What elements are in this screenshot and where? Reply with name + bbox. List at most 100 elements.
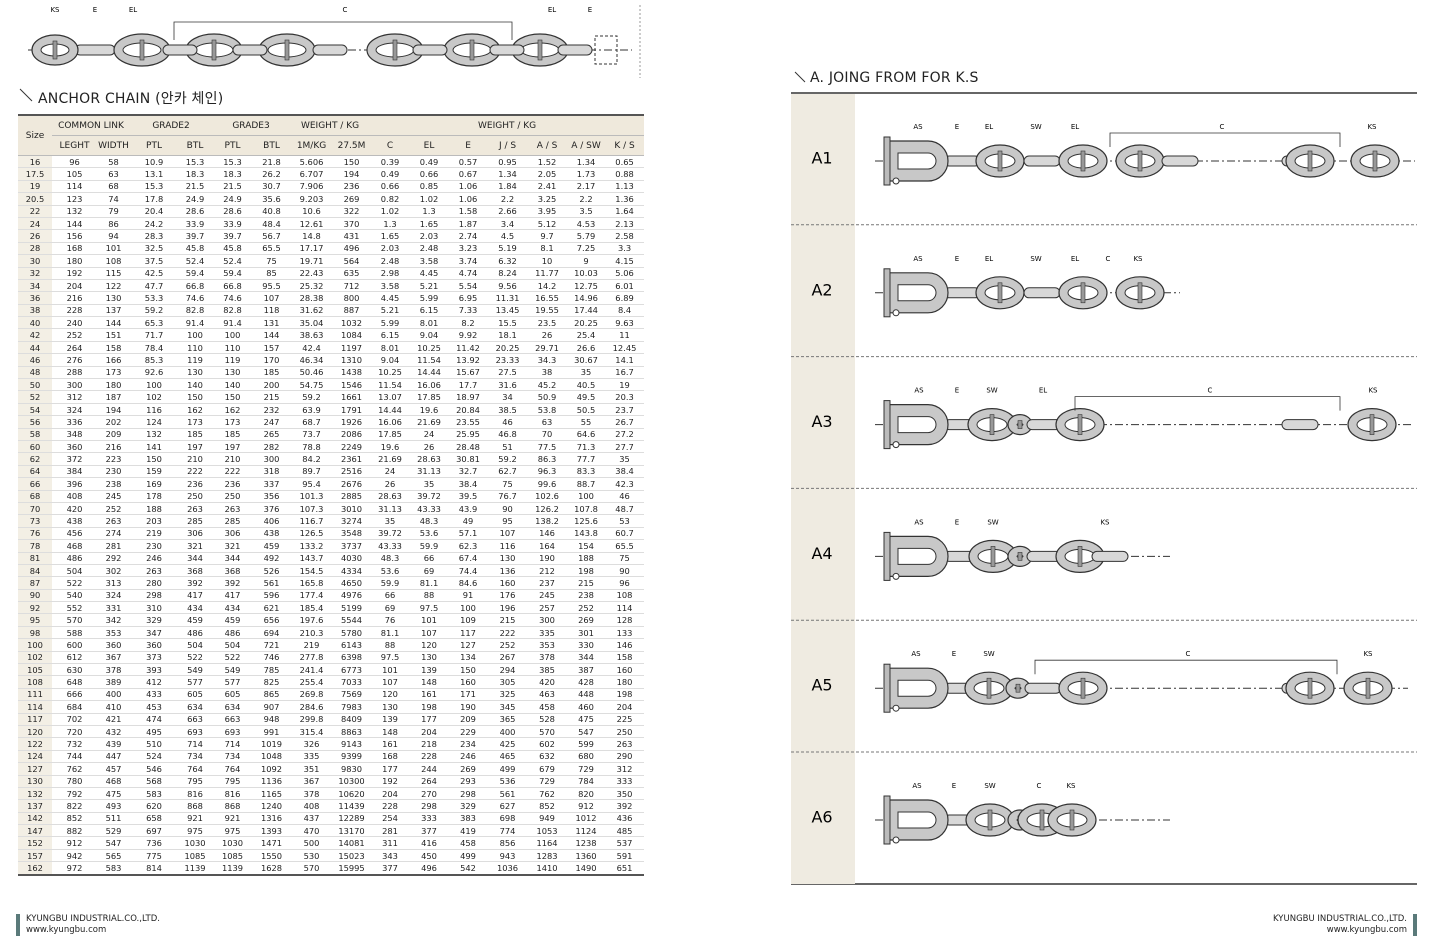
cell: 166	[97, 353, 131, 367]
cell: 425	[488, 737, 528, 751]
cell: 180	[97, 378, 131, 392]
cell: 17.85	[410, 390, 449, 404]
cell: 32.5	[130, 242, 179, 256]
shackle-inner	[897, 416, 937, 434]
cell: 42.4	[290, 341, 334, 355]
cell: 236	[212, 477, 254, 491]
cell: 117	[18, 713, 52, 726]
cell: 238	[97, 477, 131, 491]
company: KYUNGBU INDUSTRIAL.CO.,LTD.	[26, 914, 160, 924]
part-label: E	[952, 650, 956, 658]
cell: 68	[18, 490, 52, 503]
cell: 82.8	[178, 304, 213, 318]
cell: 124	[18, 750, 52, 764]
cell: 1546	[333, 378, 371, 392]
cell: 496	[333, 242, 371, 256]
cell: 143.7	[290, 552, 334, 565]
cell: 6.707	[290, 167, 334, 181]
row-label: A4	[811, 544, 832, 563]
cell: 22.43	[290, 267, 334, 280]
cell: 15023	[333, 849, 371, 863]
cell: 300	[527, 613, 568, 627]
cell: 67.4	[448, 552, 489, 565]
cell: 53.8	[527, 403, 568, 417]
cell: 13170	[333, 824, 371, 838]
cell: 38.5	[488, 403, 528, 417]
cell: 53	[605, 514, 645, 528]
cell: 370	[333, 217, 371, 231]
cell: 333	[605, 775, 645, 788]
cell: 310	[130, 601, 179, 615]
cell: 68.7	[290, 415, 334, 429]
row: 111 666 400 433 605 605 865 269.8 7569 120 161 171 3…	[18, 688, 645, 702]
link-side	[557, 44, 593, 56]
cell: 26.6	[567, 341, 606, 355]
cell: 2.58	[605, 229, 645, 243]
stud	[211, 39, 217, 61]
cell: 7983	[333, 700, 371, 714]
cell: 785	[253, 663, 291, 677]
cell: 130	[488, 552, 528, 565]
cell: 110	[178, 341, 213, 355]
cell: 31.6	[488, 378, 528, 392]
cell: 100	[448, 601, 489, 615]
cell: 620	[130, 799, 179, 813]
cell: 263	[212, 502, 254, 516]
row: 64 384 230 159 222 222 318 89.7 2516 24 31.13 32.7 6…	[18, 465, 645, 479]
cell: 459	[178, 613, 213, 627]
cell: 335	[527, 626, 568, 640]
cell: 321	[212, 539, 254, 553]
cell: 101	[370, 663, 411, 677]
cell: 76	[370, 613, 411, 627]
cell: 465	[488, 750, 528, 764]
cell: 146	[605, 638, 645, 652]
cell: 60.7	[605, 527, 645, 541]
cell: 12289	[333, 812, 371, 826]
stud	[989, 414, 995, 435]
cell: 185.4	[290, 601, 334, 615]
cell: 14.1	[605, 353, 645, 367]
cell: 28.48	[448, 440, 489, 454]
cell: 185	[178, 428, 213, 442]
row: 60 360 216 141 197 197 282 78.8 2249 19.6 26 28.48 5…	[18, 440, 645, 454]
cell: 144	[97, 316, 131, 330]
cell: 0.66	[370, 180, 411, 194]
cell: 460	[567, 700, 606, 714]
cell: 329	[448, 799, 489, 813]
cell: 162	[178, 403, 213, 417]
cell: 0.66	[410, 167, 449, 181]
cell: 536	[488, 775, 528, 788]
cell: 16.7	[605, 366, 645, 380]
cell: 4.74	[448, 267, 489, 280]
cell: 774	[488, 824, 528, 838]
cell: 11439	[333, 799, 371, 813]
cell: 49	[448, 514, 489, 528]
cell: 222	[178, 465, 213, 479]
cell: 549	[178, 663, 213, 677]
cell: 7569	[333, 688, 371, 702]
row: 56 336 202 124 173 173 247 68.7 1926 16.06 21.69 23…	[18, 415, 645, 429]
stud	[997, 150, 1003, 172]
cell: 274	[97, 527, 131, 541]
cell: 2.05	[527, 167, 568, 181]
cell: 522	[52, 576, 97, 590]
cell: 1926	[333, 415, 371, 429]
cell: 48.3	[370, 552, 411, 565]
cell: 416	[410, 836, 449, 850]
cell: 36	[18, 291, 52, 305]
cell: 6.15	[370, 328, 411, 342]
cell: 22	[18, 205, 52, 218]
cell: 34	[488, 390, 528, 404]
cell: 549	[212, 663, 254, 677]
cell: 16.06	[410, 378, 449, 392]
cell: 795	[178, 775, 213, 788]
cell: 524	[130, 750, 179, 764]
cell: 7.906	[290, 180, 334, 194]
cell: 269	[567, 613, 606, 627]
cell: 746	[253, 651, 291, 665]
part-label: EL	[1071, 123, 1079, 131]
cell: 21.5	[212, 180, 254, 194]
cell: 865	[253, 688, 291, 702]
cell: 2.66	[488, 205, 528, 218]
